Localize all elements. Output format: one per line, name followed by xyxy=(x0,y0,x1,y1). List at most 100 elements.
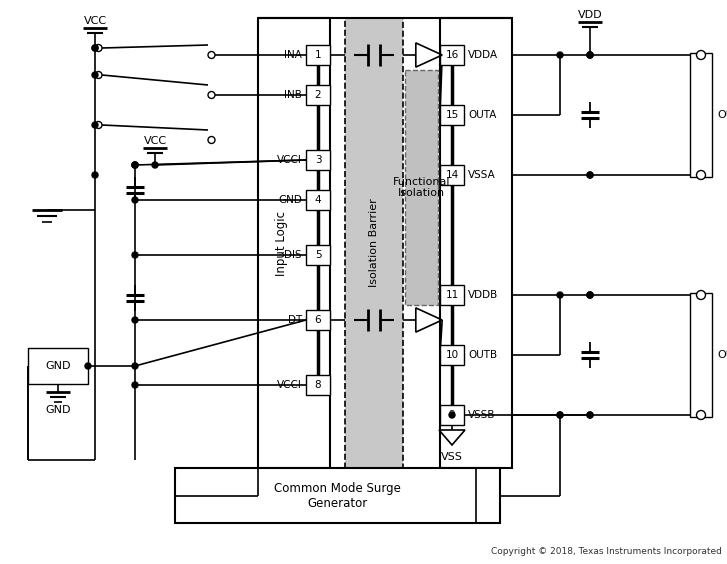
Text: VCC: VCC xyxy=(143,136,166,146)
Bar xyxy=(306,375,330,395)
Circle shape xyxy=(696,290,705,299)
Text: 1: 1 xyxy=(315,50,321,60)
Text: GND: GND xyxy=(45,405,71,415)
Bar xyxy=(345,18,403,468)
Circle shape xyxy=(95,72,102,78)
Circle shape xyxy=(92,72,98,78)
Text: 9: 9 xyxy=(449,410,455,420)
Text: VSS: VSS xyxy=(441,452,463,462)
Bar xyxy=(306,85,330,105)
Circle shape xyxy=(132,363,138,369)
Text: 10: 10 xyxy=(446,350,459,360)
Text: VSSA: VSSA xyxy=(468,170,496,180)
Bar xyxy=(175,468,500,523)
Circle shape xyxy=(132,162,138,168)
Bar xyxy=(440,45,464,65)
Text: 5: 5 xyxy=(315,250,321,260)
Circle shape xyxy=(696,170,705,179)
Circle shape xyxy=(587,412,593,418)
Text: 4: 4 xyxy=(315,195,321,205)
Circle shape xyxy=(132,252,138,258)
Bar xyxy=(306,245,330,265)
Text: GND: GND xyxy=(45,361,71,371)
Circle shape xyxy=(132,162,138,168)
Bar xyxy=(440,285,464,305)
Text: VDD: VDD xyxy=(578,10,602,20)
Bar xyxy=(405,70,438,305)
Bar xyxy=(345,18,403,468)
Circle shape xyxy=(132,382,138,388)
Text: VSSB: VSSB xyxy=(468,410,496,420)
Text: GND: GND xyxy=(278,195,302,205)
Bar xyxy=(306,150,330,170)
Circle shape xyxy=(208,51,215,59)
Bar xyxy=(440,405,464,425)
Circle shape xyxy=(132,197,138,203)
Bar xyxy=(28,348,88,384)
Circle shape xyxy=(587,292,593,298)
Circle shape xyxy=(92,172,98,178)
Text: Generator: Generator xyxy=(308,497,368,510)
Bar xyxy=(440,105,464,125)
Text: Common Mode Surge: Common Mode Surge xyxy=(274,482,401,495)
Circle shape xyxy=(696,51,705,59)
Circle shape xyxy=(92,45,98,51)
Circle shape xyxy=(557,412,563,418)
Circle shape xyxy=(587,52,593,58)
Circle shape xyxy=(92,45,98,51)
Bar xyxy=(306,190,330,210)
Bar xyxy=(258,18,330,468)
Text: Input Logic: Input Logic xyxy=(276,210,289,275)
Text: DT: DT xyxy=(288,315,302,325)
Circle shape xyxy=(85,363,91,369)
Circle shape xyxy=(587,172,593,178)
Circle shape xyxy=(208,136,215,143)
Text: 3: 3 xyxy=(315,155,321,165)
Circle shape xyxy=(92,122,98,128)
Circle shape xyxy=(587,52,593,58)
Text: 15: 15 xyxy=(446,110,459,120)
Bar xyxy=(306,310,330,330)
Text: OUTA: OUTA xyxy=(468,110,497,120)
Text: Isolation Barrier: Isolation Barrier xyxy=(369,199,379,288)
Circle shape xyxy=(152,162,158,168)
Circle shape xyxy=(132,317,138,323)
Bar xyxy=(306,45,330,65)
Text: OUTB: OUTB xyxy=(468,350,497,360)
Circle shape xyxy=(587,172,593,178)
Circle shape xyxy=(557,52,563,58)
Text: VCC: VCC xyxy=(84,16,107,26)
Text: 6: 6 xyxy=(315,315,321,325)
Text: 16: 16 xyxy=(446,50,459,60)
Bar xyxy=(690,293,712,417)
Text: Copyright © 2018, Texas Instruments Incorporated: Copyright © 2018, Texas Instruments Inco… xyxy=(491,547,722,556)
Circle shape xyxy=(587,412,593,418)
Text: INA: INA xyxy=(284,50,302,60)
Circle shape xyxy=(557,412,563,418)
Circle shape xyxy=(696,411,705,420)
Circle shape xyxy=(587,52,593,58)
Text: Functional
Isolation: Functional Isolation xyxy=(393,177,450,199)
Bar xyxy=(440,18,512,468)
Text: VCCI: VCCI xyxy=(277,155,302,165)
Bar xyxy=(440,165,464,185)
Bar xyxy=(690,53,712,177)
Circle shape xyxy=(557,292,563,298)
Text: 2: 2 xyxy=(315,90,321,100)
Circle shape xyxy=(449,412,455,418)
Circle shape xyxy=(132,162,138,168)
Text: 14: 14 xyxy=(446,170,459,180)
Text: VDDB: VDDB xyxy=(468,290,498,300)
Circle shape xyxy=(587,292,593,298)
Text: OUTB: OUTB xyxy=(717,350,727,360)
Circle shape xyxy=(587,292,593,298)
Circle shape xyxy=(208,91,215,99)
Circle shape xyxy=(95,121,102,129)
Text: OUTA: OUTA xyxy=(717,110,727,120)
Text: DIS: DIS xyxy=(284,250,302,260)
Text: 8: 8 xyxy=(315,380,321,390)
Text: 11: 11 xyxy=(446,290,459,300)
Bar xyxy=(440,345,464,365)
Text: INB: INB xyxy=(284,90,302,100)
Text: VCCI: VCCI xyxy=(277,380,302,390)
